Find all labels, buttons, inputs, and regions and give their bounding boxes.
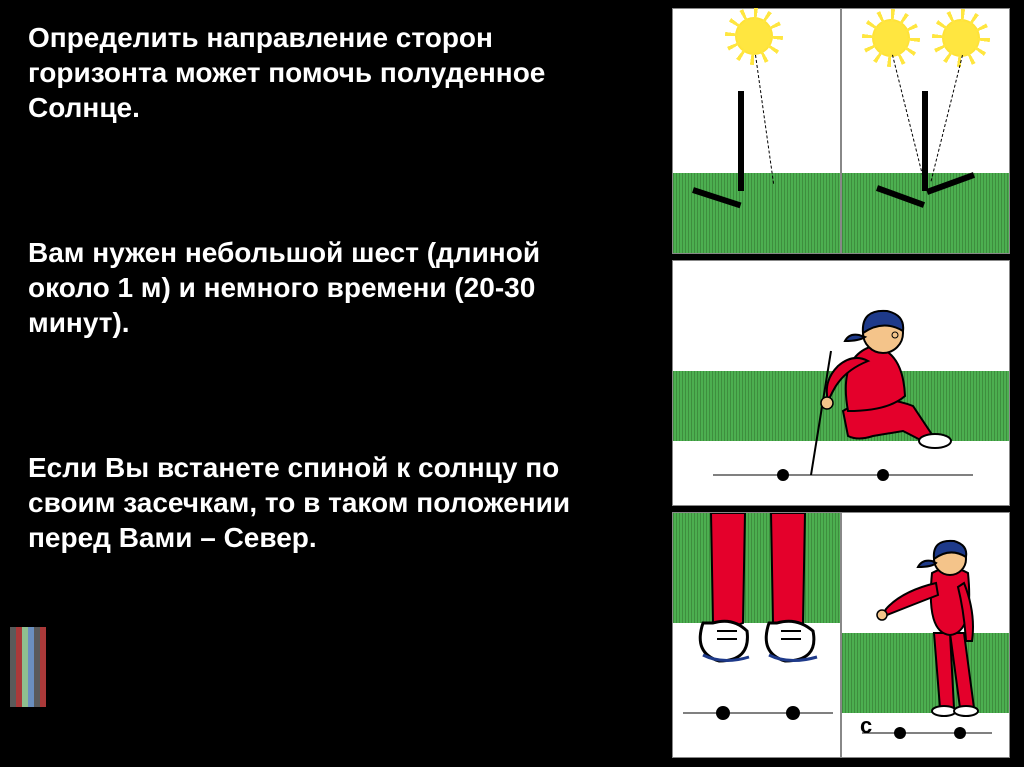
boy-kneeling-icon [673, 261, 1010, 506]
feet-closeup-icon [673, 513, 842, 758]
sun-icon [872, 19, 910, 57]
paragraph-3: Если Вы встанете спиной к солнцу по свои… [28, 450, 628, 555]
panel-feet [672, 512, 841, 758]
panel-sun-left [672, 8, 841, 254]
panel-sun-shadow [672, 8, 1010, 254]
panel-boy-marking [672, 260, 1010, 506]
panel-result: с [672, 512, 1010, 758]
sun-icon [735, 17, 773, 55]
illustration-column: с [672, 8, 1010, 758]
accent-stripe [10, 627, 46, 707]
text-column: Определить направление сторон горизонта … [28, 20, 628, 555]
paragraph-2: Вам нужен небольшой шест (длиной около 1… [28, 235, 628, 340]
panel-standing-north: с [841, 512, 1010, 758]
north-label: с [860, 713, 872, 739]
paragraph-1: Определить направление сторон горизонта … [28, 20, 628, 125]
panel-sun-right [841, 8, 1010, 254]
sun-icon [942, 19, 980, 57]
